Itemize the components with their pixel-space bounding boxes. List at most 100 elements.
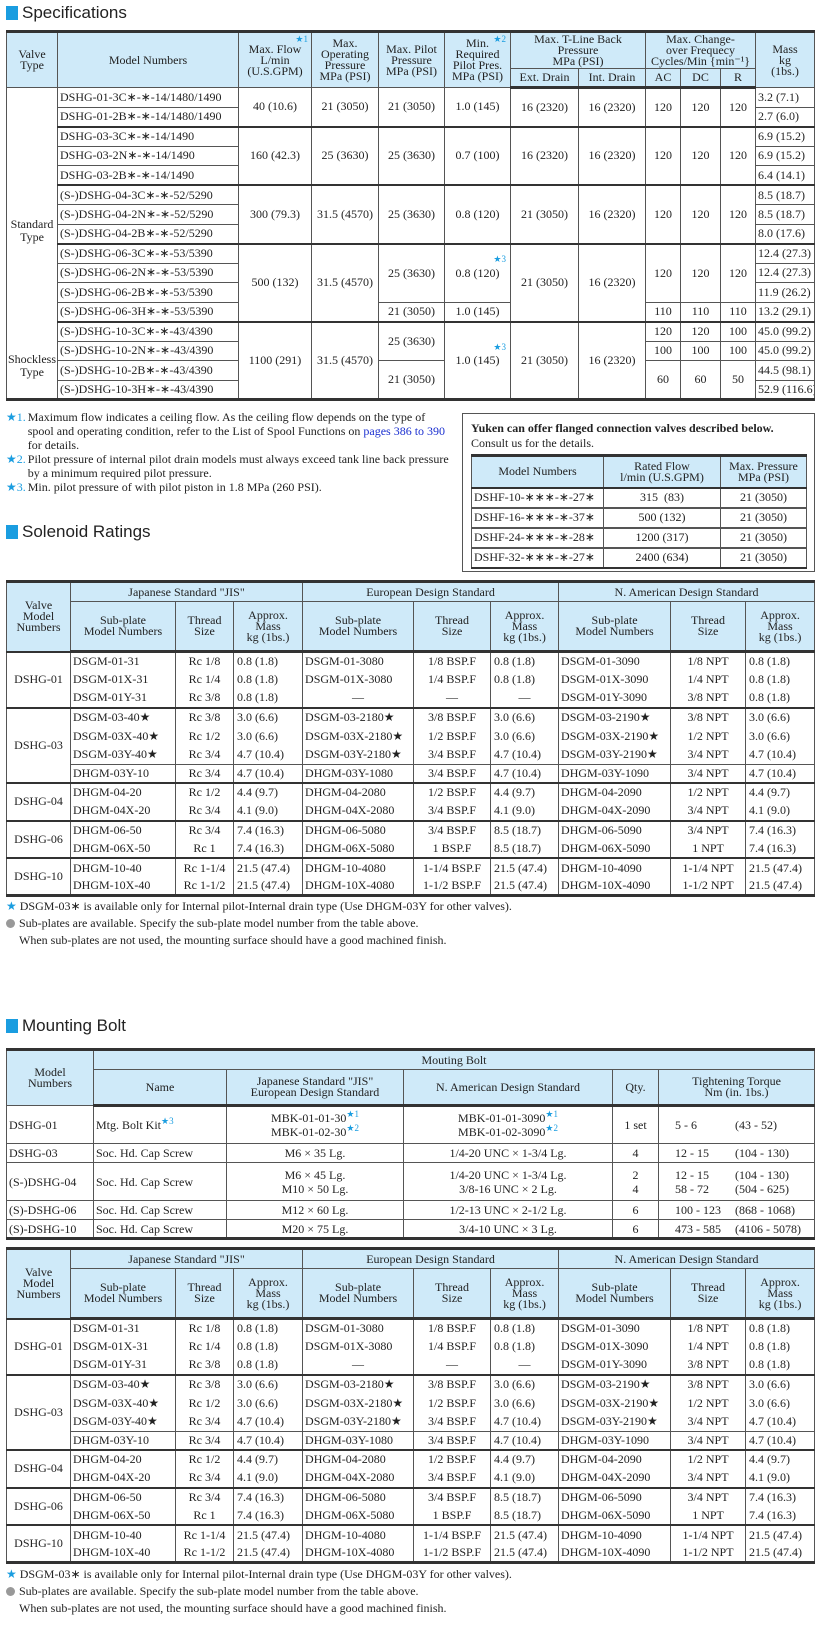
jis-sub-plate: DHGM-04X-20 — [70, 801, 176, 821]
torque-value: 5 - 6 (43 - 52) — [661, 1118, 812, 1132]
na-mass: 7.4 (16.3) — [745, 839, 816, 859]
jis-mass: 4.7 (10.4) — [232, 1412, 304, 1432]
jis-thread: Rc 3/8 — [175, 1356, 234, 1375]
na-bolt: MBK-01-01-3090★1 MBK-01-02-3090★2 — [403, 1105, 613, 1144]
jis-thread: Rc 1-1/2 — [175, 877, 234, 896]
jis-bolt: MBK-01-01-30★1 MBK-01-02-30★2 — [226, 1105, 404, 1144]
na-thread: 1/4 NPT — [670, 1337, 747, 1357]
footnote-ref: ★1 — [545, 1109, 558, 1119]
pages-link[interactable]: pages 386 to 390 — [363, 424, 446, 438]
mass: 6.4 (14.1) — [755, 165, 816, 186]
header-mounting-bolt: Mouting Bolt — [92, 1049, 816, 1070]
header-sub-plate: Sub-plate Model Numbers — [558, 601, 672, 653]
bolt-spec: MBK-01-01-3090★1 — [406, 1109, 610, 1126]
footnote-text: Pilot pressure of internal pilot drain m… — [27, 452, 449, 480]
int-drain: 16 (2320) — [578, 87, 646, 127]
eu-thread: 3/8 BSP.F — [413, 706, 492, 727]
model-number: DSHG-01-3C∗-∗-14/1480/1490 — [57, 87, 239, 108]
header-north-american: N. American Design Standard — [558, 1248, 816, 1269]
int-drain: 16 (2320) — [578, 320, 646, 400]
freq-ac: 120 — [645, 125, 681, 186]
mass: 8.5 (18.7) — [755, 184, 816, 205]
na-sub-plate: DHGM-10X-4090 — [558, 877, 672, 896]
eu-thread: — — [413, 1356, 492, 1375]
eu-thread: 1/4 BSP.F — [413, 1337, 492, 1357]
int-drain: 16 (2320) — [578, 125, 646, 186]
valve-model: DSHG-06 — [6, 819, 71, 859]
specifications-heading: Specifications — [6, 3, 127, 23]
min-pilot-pressure: ★3 0.8 (120) — [444, 242, 511, 303]
na-mass: 21.5 (47.4) — [745, 857, 816, 878]
na-thread: 3/4 NPT — [670, 1468, 747, 1488]
table-row: DSHG-04 DHGM-04-20 Rc 1/2 4.4 (9.7) DHGM-04-… — [6, 1449, 816, 1488]
mass: 8.5 (18.7) — [755, 204, 816, 225]
freq-ac: 110 — [645, 301, 681, 322]
jis-thread: Rc 3/8 — [175, 1373, 234, 1394]
na-mass: 21.5 (47.4) — [745, 877, 816, 896]
bolt-spec: MBK-01-01-30★1 — [229, 1110, 401, 1126]
na-sub-plate: DSGM-03Y-2190★ — [558, 745, 672, 765]
jis-thread: Rc 1/4 — [175, 670, 234, 690]
jis-mass: 3.0 (6.6) — [232, 1373, 304, 1394]
jis-bolt: M20 × 75 Lg. — [226, 1219, 404, 1239]
jis-sub-plate: DHGM-10-40 — [70, 857, 176, 878]
table-row: DHGM-10X-40 Rc 1-1/2 21.5 (47.4) DHGM-10X-4… — [7, 1544, 816, 1563]
freq-r: 120 — [719, 125, 757, 186]
ext-drain: 21 (3050) — [510, 184, 579, 244]
table-row: DSHF-24-∗∗∗-∗-28∗ 1200 (317) 21 (3050) — [471, 526, 807, 548]
jis-thread: Rc 3/4 — [175, 819, 234, 840]
torque-value: 12 - 15 (104 - 130) — [661, 1168, 812, 1182]
eu-thread: 1/2 BSP.F — [413, 726, 492, 746]
table-row: DSGM-03X-40★ Rc 1/2 3.0 (6.6) DSGM-03X-2180… — [7, 726, 816, 746]
jis-thread: Rc 1/2 — [175, 782, 234, 802]
header-row: Sub-plate Model Numbers Thread Size Approx… — [7, 1268, 816, 1320]
jis-thread: Rc 1/8 — [175, 650, 234, 671]
jis-mass: 4.4 (9.7) — [232, 782, 304, 802]
eu-thread: 1/2 BSP.F — [413, 1393, 492, 1413]
na-bolt: 3/4-10 UNC × 3 Lg. — [403, 1219, 613, 1239]
table-row: Standard Type Shockless Type DSHG-01-3C∗-… — [6, 87, 816, 400]
section-title: Mounting Bolt — [22, 1016, 126, 1035]
jis-mass: 7.4 (16.3) — [232, 1486, 304, 1507]
footnote-text-part: for details. — [27, 438, 80, 452]
eu-thread: 3/4 BSP.F — [413, 1486, 492, 1507]
header-label: Min. Required Pilot Pres. MPa (PSI) — [451, 36, 503, 83]
valve-model: DSHG-03 — [6, 706, 71, 784]
model-number: (S-)DSHG-06-3C∗-∗-53/5390 — [57, 242, 239, 264]
bolt-spec-text: M20 × 75 Lg. — [281, 1221, 349, 1236]
table-row: DSHF-10-∗∗∗-∗-27∗ 315 (83) 21 (3050) — [471, 487, 807, 508]
valve-model: DSHG-01 — [6, 650, 71, 708]
table-row: (S-)DSHG-10-2N∗-∗-43/4390 100 100 100 45… — [7, 340, 816, 361]
torque-value: 100 - 123 (868 - 1068) — [661, 1203, 812, 1217]
na-mass: 4.4 (9.7) — [745, 782, 816, 802]
na-thread: 1-1/4 NPT — [670, 1524, 747, 1545]
table-row: DSGM-01Y-31 Rc 3/8 0.8 (1.8) — — — DSGM-01Y-30… — [7, 689, 816, 708]
jis-mass: 7.4 (16.3) — [232, 839, 304, 859]
header-changeover-frequency: Max. Change- over Frequecy Cycles/Min {m… — [644, 31, 757, 69]
header-sub-plate: Sub-plate Model Numbers — [302, 1268, 415, 1320]
na-mass: 0.8 (1.8) — [745, 1356, 816, 1375]
jis-thread: Rc 1/4 — [175, 1337, 234, 1357]
header-model-numbers: Model Numbers — [57, 31, 239, 88]
na-thread: 1/8 NPT — [670, 1317, 747, 1338]
eu-sub-plate: — — [302, 1356, 415, 1375]
qty-value: 2 — [632, 1167, 639, 1182]
header-sub-plate: Sub-plate Model Numbers — [302, 601, 415, 653]
jis-mass: 0.8 (1.8) — [232, 670, 304, 690]
jis-mass: 0.8 (1.8) — [232, 650, 304, 671]
jis-thread: Rc 3/4 — [175, 745, 234, 765]
freq-ac: 120 — [645, 320, 681, 342]
eu-sub-plate: DHGM-10X-4080 — [302, 877, 415, 896]
bolt-spec-text: 1/4-20 UNC × 1-3/4 Lg. — [449, 1146, 567, 1160]
table-row: (S-)DSHG-04-3C∗-∗-52/5290 300 (79.3) 31.… — [7, 184, 816, 244]
bolt-spec-text: MBK-01-01-30 — [271, 1111, 347, 1125]
flanged-valves-box: Yuken can offer flanged connection valve… — [462, 413, 815, 572]
table-row: (S-)DSHG-04-2N∗-∗-52/5290 8.5 (18.7) — [7, 204, 816, 225]
ext-drain: 21 (3050) — [510, 320, 579, 400]
table-row: (S-)DSHG-06-3H∗-∗-53/5390 21 (3050) 1.0 … — [7, 301, 816, 322]
section-marker-icon — [6, 6, 18, 20]
solenoid-table-repeat: Valve Model Numbers Japanese Standard "JI… — [6, 1247, 816, 1565]
header-int-drain: Int. Drain — [578, 68, 646, 89]
na-sub-plate: DHGM-03Y-1090 — [558, 1430, 672, 1451]
header-approx-mass: Approx. Mass kg (1bs.) — [490, 601, 560, 653]
